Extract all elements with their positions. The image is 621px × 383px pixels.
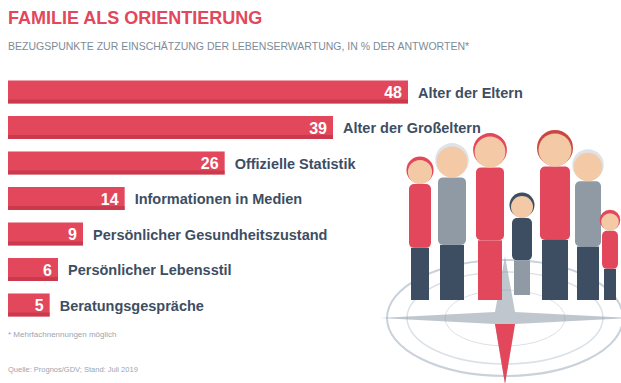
bar	[8, 294, 50, 317]
bars	[8, 81, 408, 317]
bar-group	[8, 81, 408, 104]
category-label: Alter der Eltern	[418, 85, 523, 101]
category-label: Beratungsgespräche	[60, 298, 204, 314]
person-head	[601, 213, 619, 231]
person-legs	[411, 248, 429, 300]
bar-shadow	[8, 135, 333, 139]
person-body	[438, 177, 466, 244]
category-label: Persönlicher Gesundheitszustand	[93, 227, 327, 243]
person	[600, 210, 621, 300]
category-label: Informationen in Medien	[135, 191, 303, 207]
bar-group	[8, 152, 225, 175]
data-label: 6	[43, 262, 52, 279]
title: FAMILIE ALS ORIENTIERUNG	[8, 8, 262, 28]
bar	[8, 116, 333, 139]
labels: 48 Alter der Eltern 39 Alter der Großeltern…	[35, 84, 523, 314]
person-body	[602, 231, 618, 269]
person	[435, 143, 469, 300]
person-body	[512, 218, 532, 260]
data-label: 39	[309, 120, 327, 137]
person-legs	[604, 269, 616, 300]
category-label: Persönlicher Lebensstil	[68, 262, 232, 278]
person-head	[511, 196, 533, 218]
bar-group	[8, 294, 50, 317]
bar-group	[8, 116, 333, 139]
bar	[8, 152, 225, 175]
person-legs	[478, 240, 502, 300]
person-hair	[435, 143, 469, 177]
person-hair	[600, 210, 621, 231]
person-head	[475, 137, 506, 168]
person-head	[437, 147, 468, 178]
source: Quelle: Prognos/GDV; Stand: Juli 2019	[8, 365, 138, 374]
person-legs	[542, 240, 568, 300]
person	[537, 130, 573, 300]
person-legs	[514, 260, 530, 295]
category-label: Alter der Großeltern	[343, 120, 481, 136]
person-hair	[537, 130, 573, 166]
person-hair	[473, 133, 507, 167]
data-label: 9	[68, 226, 77, 243]
bar	[8, 223, 83, 246]
person-hair	[406, 156, 433, 183]
footnote: * Mehrfachnennungen möglich	[8, 330, 117, 339]
bar	[8, 187, 125, 210]
category-label: Offizielle Statistik	[235, 156, 357, 172]
person-body	[540, 167, 570, 240]
person-head	[408, 160, 432, 184]
person-body	[575, 181, 601, 246]
bar-shadow	[8, 100, 408, 104]
background	[0, 0, 621, 383]
person-hair	[572, 149, 604, 181]
person-head	[539, 134, 572, 167]
bar	[8, 258, 58, 281]
subtitle: BEZUGSPUNKTE ZUR EINSCHÄTZUNG DER LEBENS…	[8, 40, 469, 52]
bar-group	[8, 223, 83, 246]
person	[510, 193, 535, 296]
chart: FAMILIE ALS ORIENTIERUNG BEZUGSPUNKTE ZUR…	[0, 0, 621, 383]
bar-group	[8, 187, 125, 210]
person-head	[574, 153, 603, 182]
bar-group	[8, 258, 58, 281]
data-label: 14	[101, 191, 119, 208]
person-body	[476, 167, 504, 240]
compass-needle	[495, 324, 515, 383]
person	[572, 149, 604, 300]
bar-shadow	[8, 171, 225, 175]
person-legs	[577, 247, 599, 300]
person-hair	[510, 193, 535, 218]
data-label: 48	[384, 84, 402, 101]
bar	[8, 81, 408, 104]
data-label: 5	[35, 297, 44, 314]
person	[473, 133, 507, 300]
person-body	[409, 184, 431, 248]
illustration	[380, 130, 621, 383]
person	[406, 156, 433, 300]
data-label: 26	[201, 155, 219, 172]
person-legs	[440, 245, 464, 300]
